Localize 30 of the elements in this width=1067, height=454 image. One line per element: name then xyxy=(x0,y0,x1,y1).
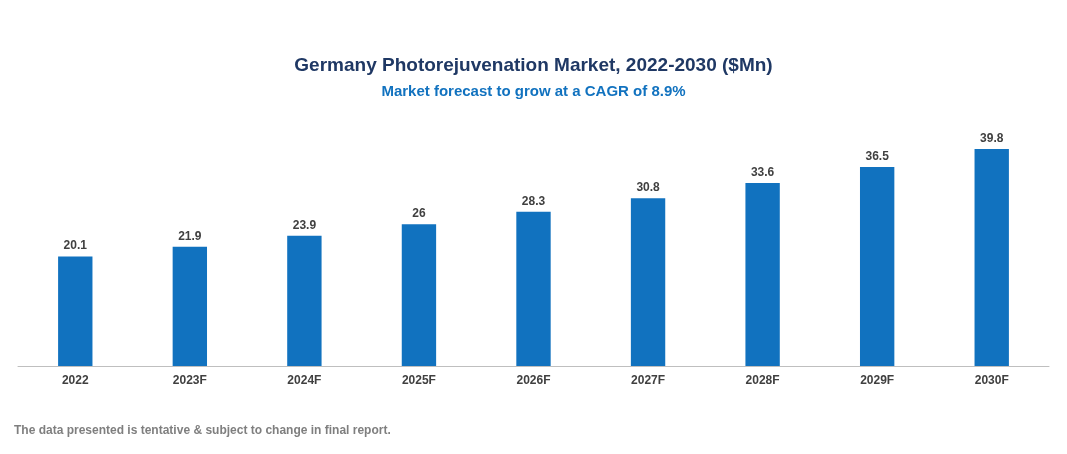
bar xyxy=(630,198,666,366)
data-label: 36.5 xyxy=(865,149,890,164)
data-label: 28.3 xyxy=(521,193,546,208)
bar xyxy=(516,211,551,366)
x-tick-label: 2022 xyxy=(61,373,89,387)
x-tick-label: 2028F xyxy=(745,373,780,387)
x-tick-label: 2026F xyxy=(516,373,551,387)
data-label: 23.9 xyxy=(292,217,317,232)
bar xyxy=(745,182,780,366)
bar xyxy=(172,246,208,366)
text: The data presented is tentative & subject to change in final report. xyxy=(14,423,391,437)
chart-title: Germany Photorejuvenation Market, 2022-2030 ($Mn) xyxy=(294,54,773,75)
x-tick-label: 2030F xyxy=(974,373,1009,387)
bar xyxy=(287,235,322,366)
bar xyxy=(58,256,93,366)
x-tick-label: 2025F xyxy=(401,373,436,387)
data-label: 21.9 xyxy=(178,228,202,243)
x-tick-label: 2023F xyxy=(172,373,207,387)
data-label: 39.8 xyxy=(980,131,1004,146)
bar xyxy=(859,167,895,366)
x-tick-label: 2024F xyxy=(287,373,322,387)
x-tick-label: 2027F xyxy=(631,373,666,387)
x-tick-label: 2029F xyxy=(860,373,895,387)
data-label: 20.1 xyxy=(63,238,88,253)
data-label: 33.6 xyxy=(750,164,775,179)
bar xyxy=(401,224,437,366)
data-label: 30.8 xyxy=(636,180,661,195)
data-label: 26 xyxy=(412,206,426,221)
chart-subtitle: Market forecast to grow at a CAGR of 8.9% xyxy=(381,82,686,99)
bar xyxy=(974,149,1009,366)
